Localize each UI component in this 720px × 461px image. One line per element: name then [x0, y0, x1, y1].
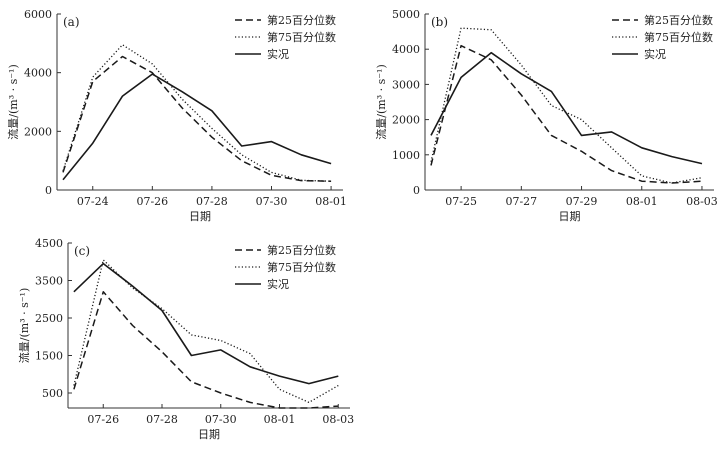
y-tick-label: 0 — [413, 184, 420, 197]
y-tick-label: 4000 — [24, 67, 52, 80]
y-axis-title: 流量/(m³ · s⁻¹) — [6, 64, 20, 139]
legend-label: 实况 — [644, 47, 666, 61]
y-tick-label: 6000 — [24, 8, 52, 21]
x-tick-label: 07-30 — [256, 195, 288, 208]
y-tick-label: 3500 — [35, 275, 63, 288]
y-tick-label: 0 — [45, 184, 52, 197]
y-tick-label: 500 — [42, 387, 63, 400]
series-line-dashed — [73, 291, 339, 409]
y-tick-label: 2000 — [24, 125, 52, 138]
y-tick-label: 2000 — [392, 114, 420, 127]
y-axis-title: 流量/(m³ · s⁻¹) — [374, 64, 388, 139]
x-axis-title: 日期 — [189, 210, 211, 223]
x-tick-label: 08-01 — [264, 413, 296, 426]
legend-label: 实况 — [267, 47, 289, 61]
chart-panel-1: 0 2000 4000 6000 07-24 07-26 07-28 07-30 08-01 日期… — [6, 8, 347, 223]
x-tick-label: 07-27 — [505, 195, 537, 208]
panel-label: (a) — [63, 15, 80, 29]
y-tick-label: 1500 — [35, 350, 63, 363]
series-line-solid — [73, 262, 339, 385]
panel-label: (c) — [74, 244, 90, 258]
series-line-solid — [430, 51, 703, 165]
series-line-dotted — [430, 27, 703, 184]
x-tick-label: 07-30 — [205, 413, 237, 426]
y-tick-label: 1000 — [392, 149, 420, 162]
legend-label: 第75百分位数 — [644, 30, 713, 44]
legend-label: 第25百分位数 — [644, 13, 713, 27]
series-line-dashed — [430, 44, 703, 184]
series-line-dotted — [62, 44, 332, 182]
x-tick-label: 07-26 — [136, 195, 168, 208]
y-tick-label: 5000 — [392, 8, 420, 21]
legend-label: 第25百分位数 — [267, 243, 336, 257]
x-tick-label: 08-03 — [322, 413, 354, 426]
x-tick-label: 08-01 — [626, 195, 658, 208]
legend-label: 第75百分位数 — [267, 30, 336, 44]
y-axis-title: 流量/(m³ · s⁻¹) — [17, 288, 31, 363]
y-tick-label: 2500 — [35, 312, 63, 325]
chart-panel-3: 500 1500 2500 3500 4500 07-26 07-28 07-30 08-01 0… — [17, 237, 354, 441]
y-tick-label: 4000 — [392, 43, 420, 56]
y-tick-label: 4500 — [35, 237, 63, 250]
x-tick-label: 08-03 — [686, 195, 718, 208]
legend-label: 第25百分位数 — [267, 13, 336, 27]
series-line-solid — [62, 73, 332, 181]
panel-label: (b) — [431, 15, 448, 29]
chart-panel-2: 0 1000 2000 3000 4000 5000 07-25 07-27 07-29 08-0… — [374, 8, 718, 223]
x-tick-label: 07-24 — [77, 195, 109, 208]
x-axis-title: 日期 — [198, 428, 220, 441]
x-tick-label: 08-01 — [315, 195, 347, 208]
x-tick-label: 07-26 — [87, 413, 119, 426]
legend-label: 实况 — [267, 277, 289, 291]
x-axis-title: 日期 — [559, 210, 581, 223]
y-tick-label: 3000 — [392, 78, 420, 91]
x-tick-label: 07-25 — [445, 195, 477, 208]
series-line-dashed — [62, 55, 332, 182]
x-tick-label: 07-28 — [196, 195, 228, 208]
legend-label: 第75百分位数 — [267, 260, 336, 274]
x-tick-label: 07-28 — [146, 413, 178, 426]
x-tick-label: 07-29 — [566, 195, 598, 208]
